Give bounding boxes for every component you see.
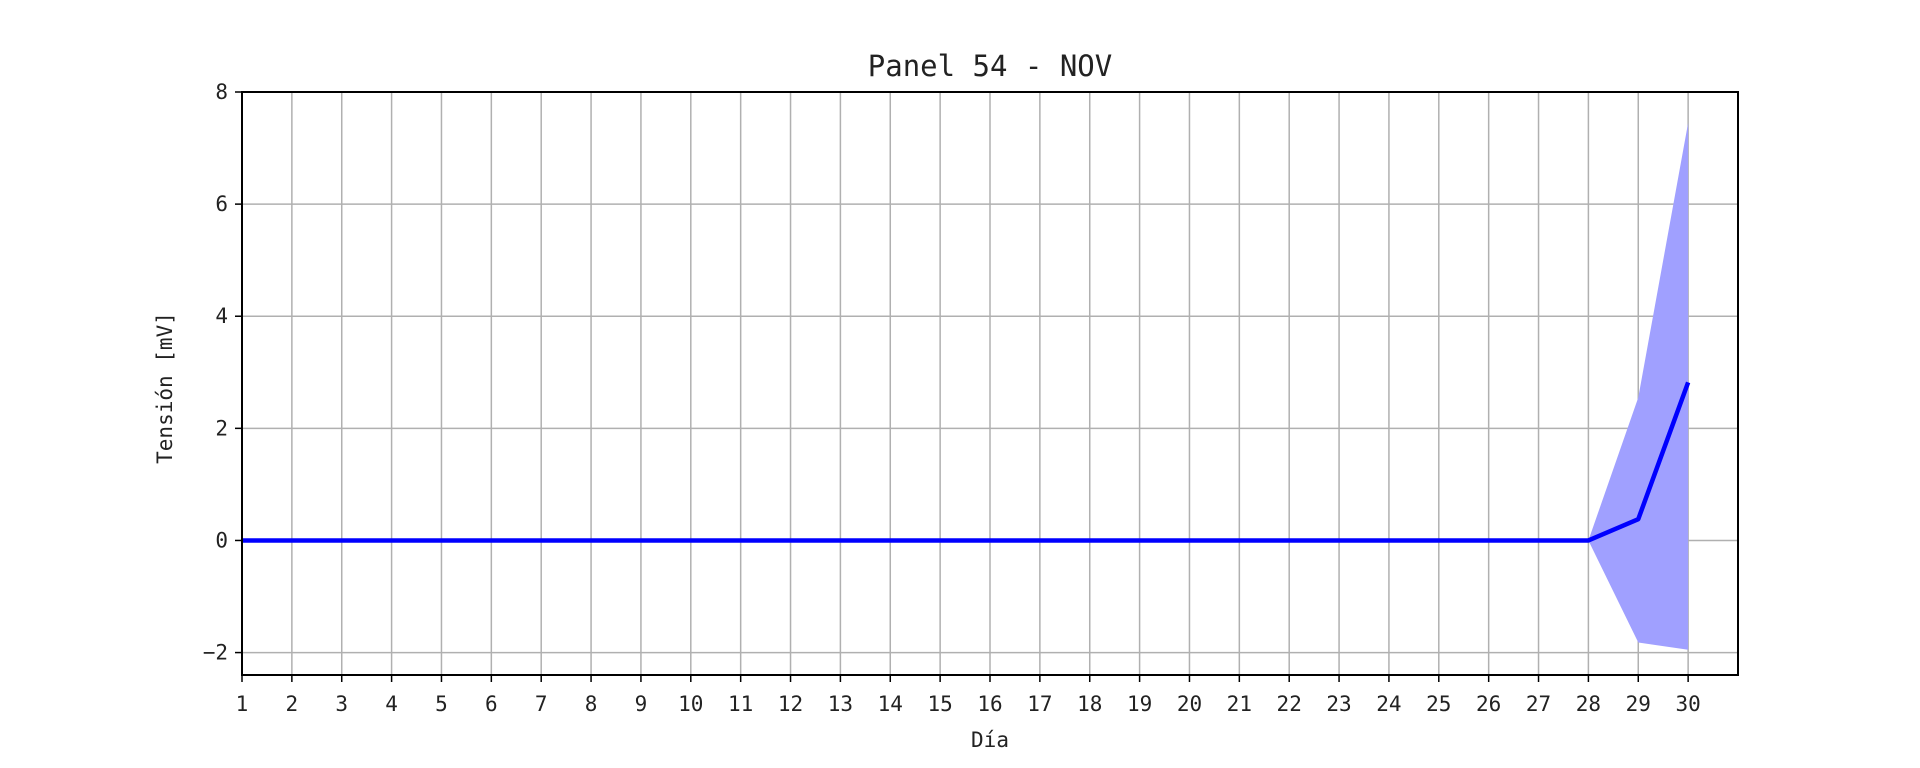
x-tick-label: 29 (1626, 692, 1651, 716)
y-tick-label: 8 (215, 80, 228, 104)
x-tick-label: 2 (286, 692, 299, 716)
x-tick-label: 3 (335, 692, 348, 716)
x-tick-label: 8 (585, 692, 598, 716)
x-tick-label: 19 (1127, 692, 1152, 716)
x-tick-label: 15 (927, 692, 952, 716)
x-tick-label: 4 (385, 692, 398, 716)
series (242, 381, 1691, 543)
y-axis-ticks: −2 0 2 4 6 8 (203, 80, 242, 665)
x-tick-label: 10 (678, 692, 703, 716)
x-axis-ticks: 1 2 3 4 5 6 7 8 9 10 11 12 13 14 15 16 17 18 19 20 21 22 23 24 2… (236, 675, 1701, 716)
confidence-band (1588, 122, 1689, 650)
y-tick-label: −2 (203, 641, 228, 665)
x-tick-label: 24 (1376, 692, 1401, 716)
x-tick-label: 9 (635, 692, 648, 716)
x-tick-label: 22 (1277, 692, 1302, 716)
x-tick-label: 30 (1675, 692, 1700, 716)
x-tick-label: 11 (728, 692, 753, 716)
grid (241, 91, 1738, 675)
y-tick-label: 2 (215, 416, 228, 440)
uncertainty-band (1588, 122, 1689, 650)
x-tick-label: 26 (1476, 692, 1501, 716)
x-tick-label: 18 (1077, 692, 1102, 716)
x-axis-label: Día (971, 728, 1009, 752)
x-tick-label: 23 (1326, 692, 1351, 716)
x-tick-label: 1 (236, 692, 249, 716)
x-tick-label: 5 (435, 692, 448, 716)
x-tick-label: 17 (1027, 692, 1052, 716)
x-tick-label: 6 (485, 692, 498, 716)
x-tick-label: 13 (828, 692, 853, 716)
x-tick-label: 12 (778, 692, 803, 716)
chart-title: Panel 54 - NOV (868, 49, 1112, 83)
y-tick-label: 4 (215, 304, 228, 328)
x-tick-label: 27 (1526, 692, 1551, 716)
x-tick-label: 14 (878, 692, 903, 716)
y-tick-label: 6 (215, 192, 228, 216)
x-tick-label: 7 (535, 692, 548, 716)
x-tick-label: 16 (977, 692, 1002, 716)
y-tick-label: 0 (215, 528, 228, 552)
y-axis-label: Tensión [mV] (153, 312, 177, 464)
x-tick-label: 20 (1177, 692, 1202, 716)
x-tick-label: 28 (1576, 692, 1601, 716)
series-line (242, 381, 1691, 543)
x-tick-label: 21 (1227, 692, 1252, 716)
x-tick-label: 25 (1426, 692, 1451, 716)
